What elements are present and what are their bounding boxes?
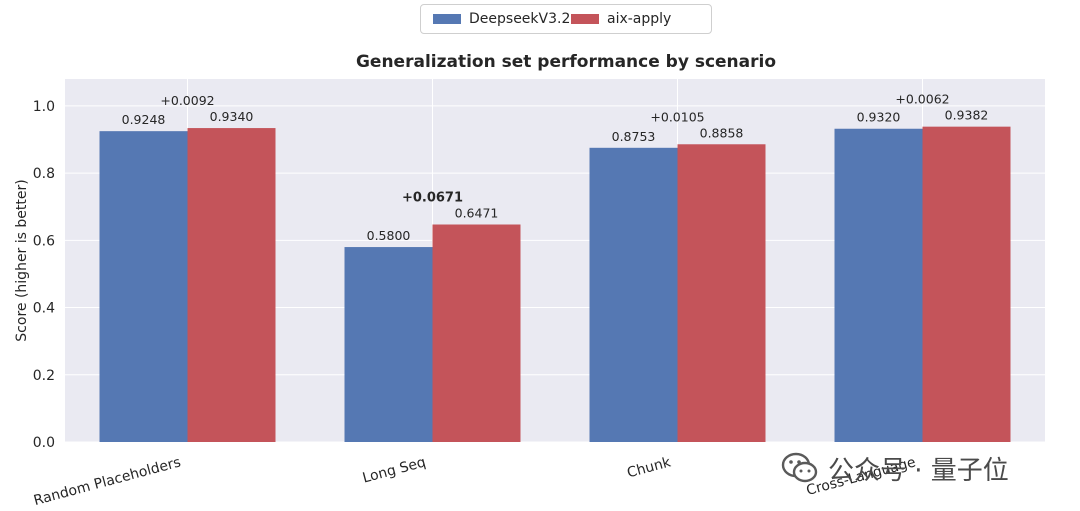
bar-deepseek-1 (344, 247, 433, 442)
delta-label-2: +0.0105 (650, 109, 704, 124)
delta-label-1: +0.0671 (402, 191, 463, 206)
data-label-deepseek-0: 0.9248 (122, 112, 166, 127)
legend-label-deepseek: DeepseekV3.2 (469, 11, 571, 27)
legend-swatch-aix-apply (571, 14, 599, 24)
data-label-aix-apply-1: 0.6471 (455, 206, 499, 221)
watermark-text: 公众号 · 量子位 (828, 455, 1009, 486)
data-label-aix-apply-2: 0.8858 (700, 125, 744, 140)
wechat-icon (781, 452, 818, 483)
data-label-deepseek-2: 0.8753 (612, 129, 656, 144)
bar-deepseek-0 (99, 131, 188, 443)
data-label-deepseek-1: 0.5800 (367, 228, 411, 243)
delta-label-3: +0.0062 (895, 92, 949, 107)
bar-aix-apply-1 (432, 224, 521, 442)
data-label-deepseek-3: 0.9320 (857, 110, 901, 125)
bar-deepseek-3 (834, 128, 923, 442)
y-tick-label-0: 0.0 (33, 435, 55, 451)
legend: DeepseekV3.2 aix-apply (420, 4, 712, 34)
delta-label-0: +0.0092 (160, 93, 214, 108)
x-tick-label-0: Random Placeholders (32, 454, 182, 509)
x-tick-label-1: Long Seq (361, 454, 428, 486)
y-tick-label-4: 0.8 (33, 166, 55, 182)
y-tick-label-2: 0.4 (33, 301, 55, 317)
data-label-aix-apply-3: 0.9382 (945, 108, 989, 123)
bar-aix-apply-2 (677, 144, 766, 443)
y-tick-label-3: 0.6 (33, 233, 55, 249)
data-label-aix-apply-0: 0.9340 (210, 109, 254, 124)
legend-item-aix-apply: aix-apply (571, 11, 671, 27)
y-axis-label: Score (higher is better) (14, 179, 30, 341)
legend-label-aix-apply: aix-apply (607, 11, 672, 27)
bar-aix-apply-0 (187, 128, 276, 443)
legend-item-deepseek: DeepseekV3.2 (433, 11, 570, 27)
y-tick-label-1: 0.2 (33, 368, 55, 384)
x-tick-label-2: Chunk (625, 454, 673, 481)
bar-aix-apply-3 (922, 126, 1011, 442)
watermark: 公众号 · 量子位 (780, 444, 1070, 492)
legend-swatch-deepseek (433, 14, 461, 24)
chart-title: Generalization set performance by scenar… (356, 52, 776, 72)
y-tick-label-5: 1.0 (33, 99, 55, 115)
bar-deepseek-2 (589, 147, 678, 442)
